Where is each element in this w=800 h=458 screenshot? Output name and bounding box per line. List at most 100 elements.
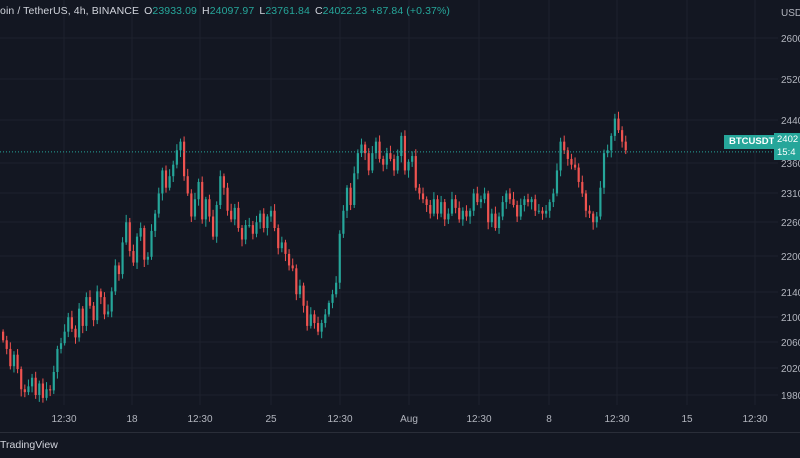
- candle: [128, 217, 131, 257]
- candle: [392, 154, 396, 176]
- candle: [269, 206, 273, 222]
- candle: [617, 111, 620, 134]
- candle: [34, 371, 37, 399]
- candle-body: [12, 354, 16, 367]
- candle: [157, 187, 160, 218]
- candle-body: [335, 282, 338, 295]
- candle: [183, 136, 186, 181]
- candle-body: [606, 150, 609, 154]
- candle-body: [259, 213, 262, 223]
- candle: [208, 194, 211, 222]
- candle: [461, 207, 464, 226]
- price-tick-label: 2060: [781, 338, 800, 349]
- candle-body: [34, 377, 37, 395]
- candle-body: [479, 199, 483, 203]
- candle: [262, 208, 265, 233]
- candle-body: [74, 328, 77, 338]
- candle-body: [497, 216, 501, 229]
- candle: [472, 188, 475, 216]
- candle: [411, 151, 414, 167]
- price-axis[interactable]: 2600 2520 2440 2360 2310 2260 2200 2140 2100 2060…: [781, 34, 800, 402]
- candle: [407, 159, 410, 178]
- candle-body: [566, 150, 569, 159]
- candle: [99, 288, 102, 305]
- candle: [563, 135, 566, 155]
- candle: [508, 188, 511, 204]
- candle: [324, 309, 327, 328]
- candle-body: [392, 158, 396, 171]
- candle-body: [193, 199, 197, 217]
- candle-body: [99, 291, 102, 298]
- candle: [302, 282, 305, 313]
- candle: [613, 113, 616, 141]
- candle-body: [324, 314, 327, 324]
- time-tick-label: 12:30: [742, 414, 767, 425]
- candle: [56, 345, 59, 379]
- candle-body: [621, 130, 624, 142]
- candle-body: [103, 297, 106, 315]
- candle: [197, 178, 200, 206]
- candle-body: [128, 222, 131, 252]
- candle: [364, 141, 367, 161]
- candle-body: [85, 297, 88, 326]
- candle: [117, 262, 121, 281]
- candle: [458, 201, 461, 223]
- candle: [175, 144, 178, 169]
- candle: [45, 382, 48, 401]
- candle-body: [313, 314, 316, 324]
- candle: [70, 310, 73, 333]
- candle: [577, 163, 580, 188]
- candle: [49, 385, 52, 397]
- candle: [273, 204, 276, 232]
- candle: [371, 146, 374, 174]
- candle: [599, 181, 602, 220]
- candle: [255, 215, 258, 238]
- candle-body: [349, 187, 352, 205]
- candle-body: [143, 228, 146, 260]
- candle-body: [425, 199, 428, 205]
- candle: [552, 188, 555, 208]
- candle-body: [526, 199, 530, 203]
- candle: [356, 149, 359, 180]
- candle-body: [494, 213, 497, 229]
- candle-body: [490, 213, 493, 223]
- candle-body: [534, 199, 537, 211]
- candle-body: [353, 173, 356, 205]
- tradingview-brand[interactable]: TradingView: [0, 439, 58, 451]
- candle-body: [468, 210, 472, 217]
- candle-body: [458, 207, 461, 220]
- candle-body: [277, 228, 280, 249]
- candle: [215, 201, 218, 243]
- candle-body: [41, 383, 45, 398]
- candle-body: [367, 153, 370, 171]
- candle: [559, 137, 562, 177]
- candle-body: [342, 210, 345, 234]
- candle: [468, 208, 472, 224]
- candle-body: [487, 193, 490, 223]
- candle-body: [385, 153, 388, 165]
- candle-body: [581, 181, 584, 194]
- candle: [545, 204, 548, 218]
- symbol-title[interactable]: oin / TetherUS, 4h, BINANCE: [0, 5, 140, 17]
- candle: [447, 208, 450, 224]
- candle: [490, 208, 493, 228]
- candle: [610, 133, 613, 158]
- low-label: L: [259, 5, 266, 17]
- candle-body: [382, 158, 385, 165]
- change-value: +87.84 (+0.37%): [370, 5, 451, 17]
- candle: [403, 130, 407, 175]
- candle: [555, 163, 559, 197]
- candle: [201, 176, 204, 224]
- candle: [425, 196, 428, 212]
- candle-body: [407, 161, 410, 171]
- candle-body: [548, 202, 551, 211]
- candle: [92, 302, 95, 327]
- candle-body: [215, 204, 218, 237]
- candle-body: [584, 193, 588, 211]
- candle-body: [63, 331, 66, 344]
- time-axis[interactable]: 12:30 18 12:30 25 12:30 Aug 12:30 8 12:30 15 12:30: [51, 414, 767, 425]
- candle-body: [96, 291, 99, 321]
- candle: [12, 351, 16, 373]
- candle: [110, 287, 113, 318]
